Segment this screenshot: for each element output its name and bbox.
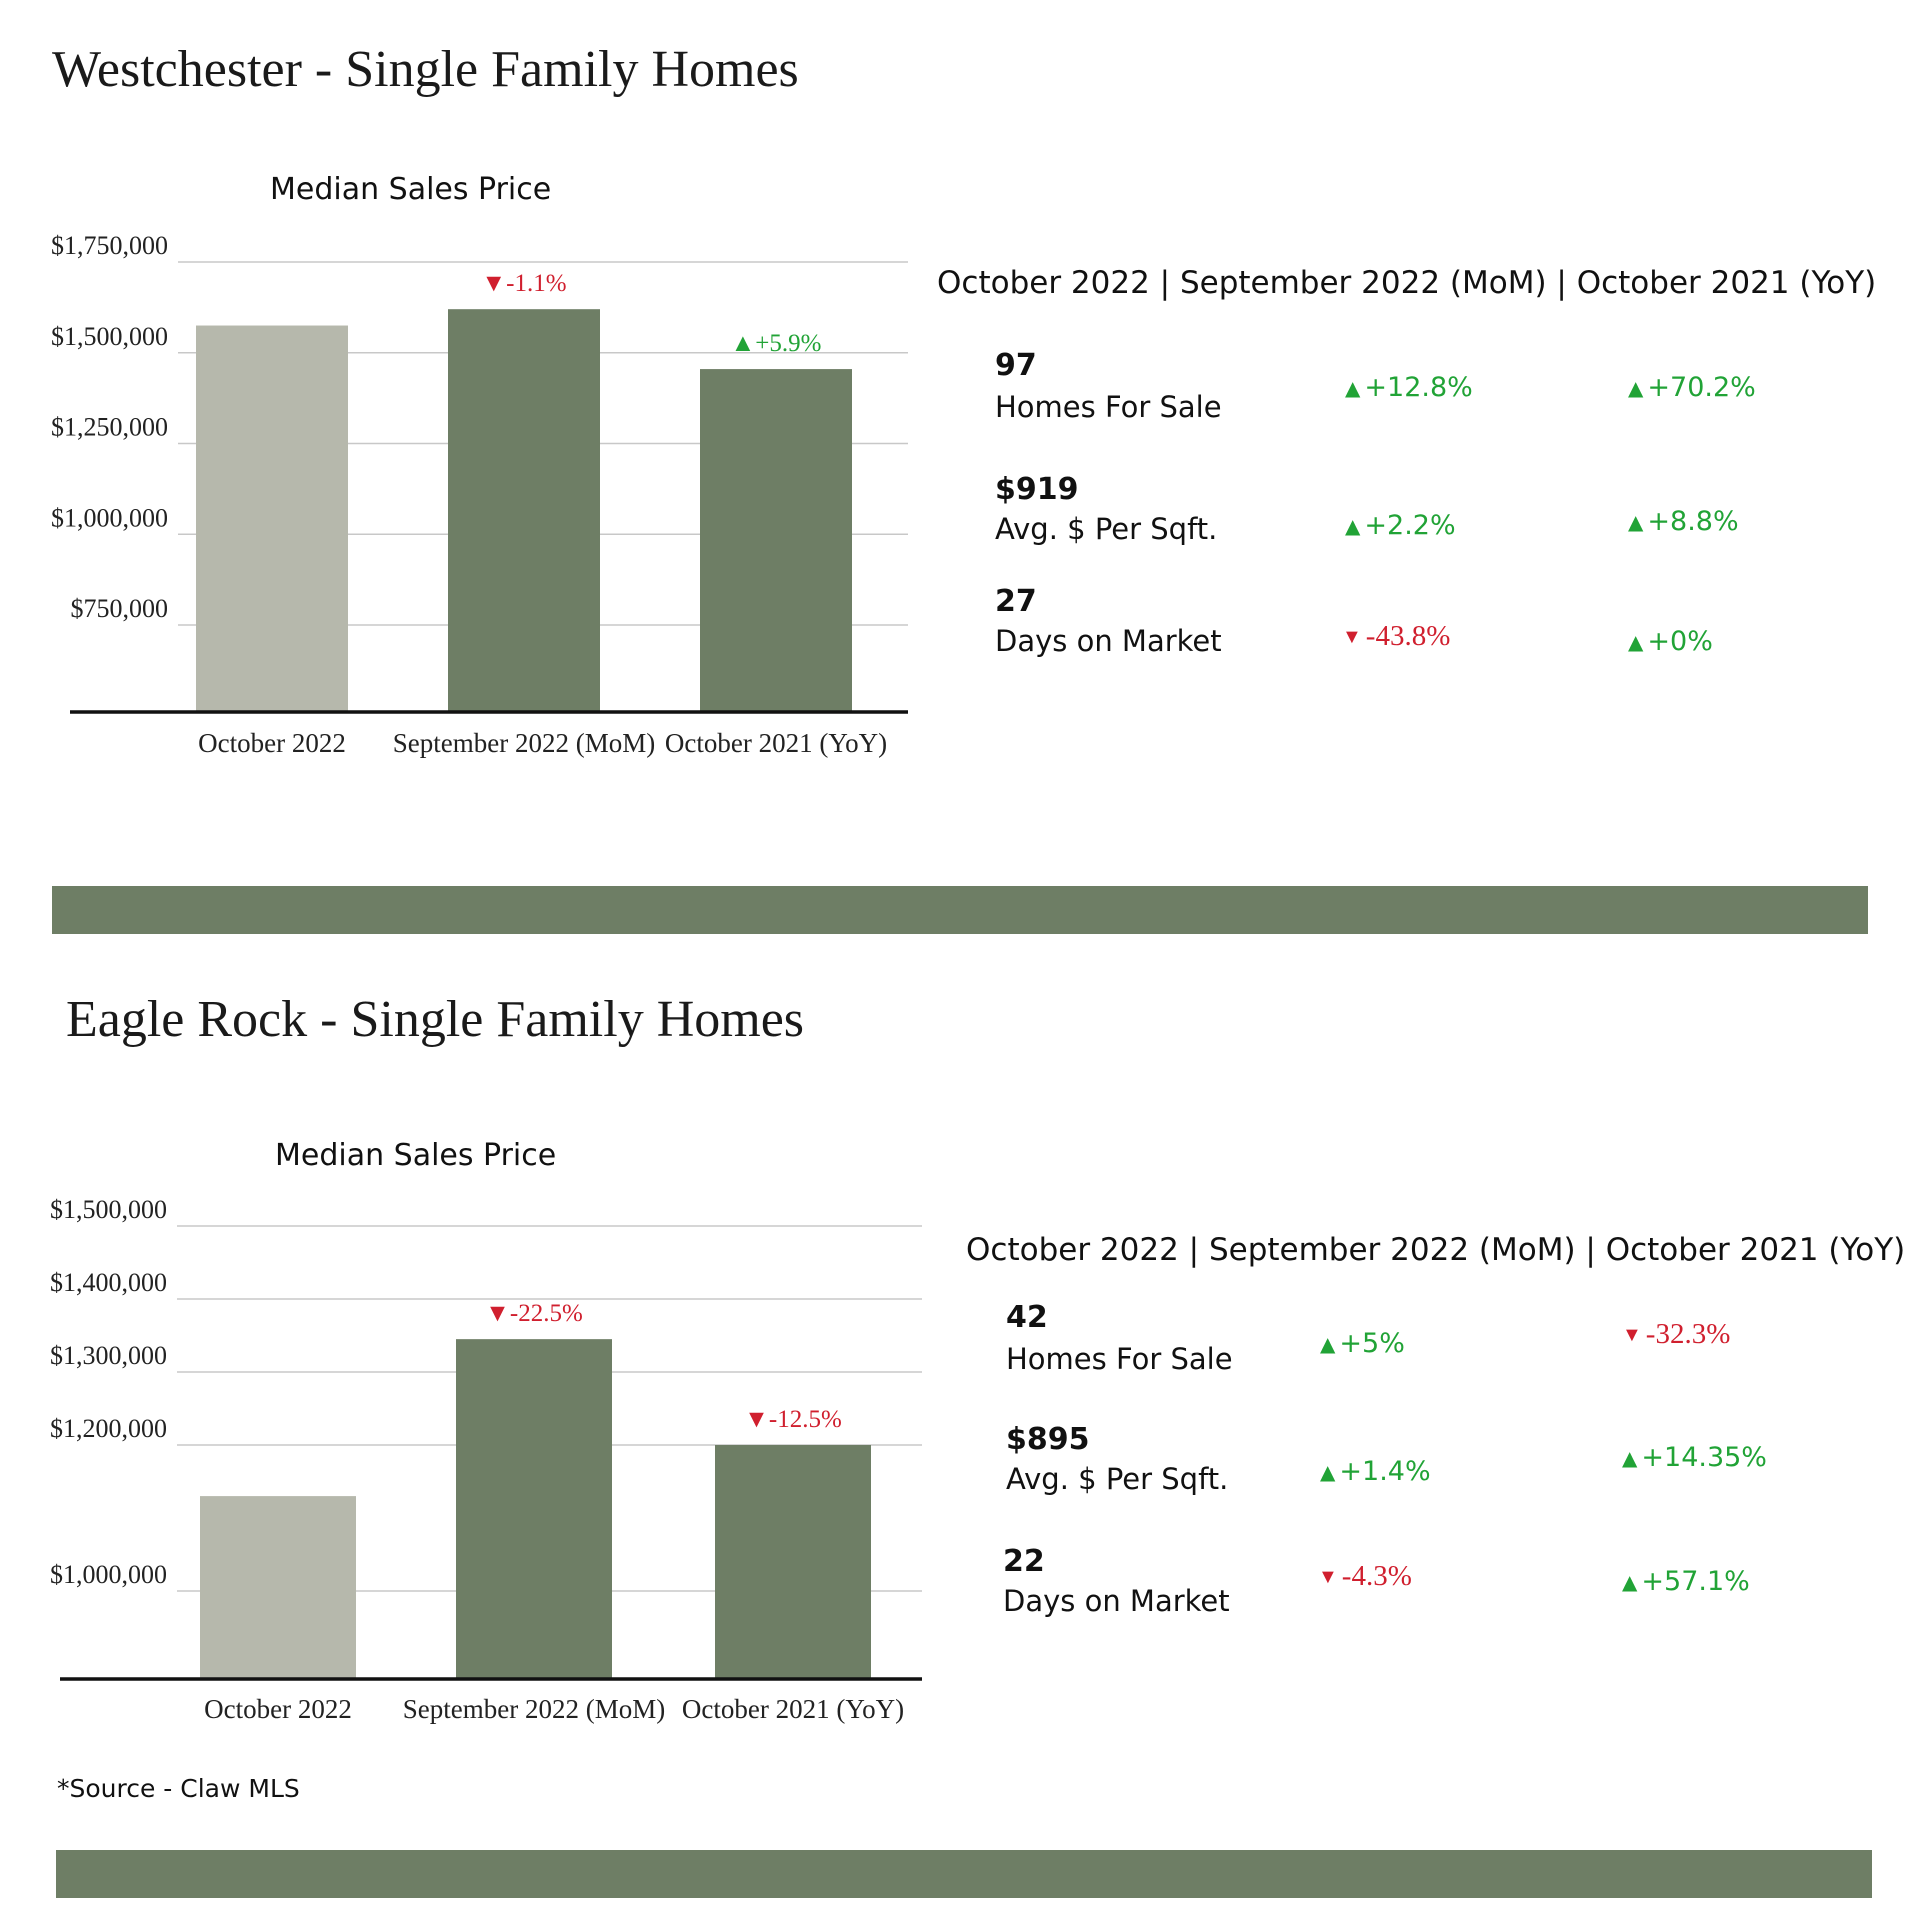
trend-arrow-icon: ▲ — [1622, 1445, 1638, 1470]
table-header: October 2022 | September 2022 (MoM) | Oc… — [966, 1232, 1906, 1268]
table-header: October 2022 | September 2022 (MoM) | Oc… — [937, 265, 1877, 301]
trend-arrow-icon: ▲ — [1628, 375, 1644, 400]
x-tick-label: October 2021 (YoY) — [682, 1694, 904, 1724]
metric-label-homes-for-sale: Homes For Sale — [995, 390, 1222, 424]
trend-arrow-icon: ▲ — [1320, 1331, 1336, 1356]
mom-change: ▲ +1.4% — [1320, 1456, 1431, 1487]
bar — [456, 1339, 612, 1679]
change-value: +2.2% — [1364, 510, 1456, 541]
metric-value-price-per-sqft: $895 — [1006, 1422, 1090, 1457]
section-title: Eagle Rock - Single Family Homes — [66, 991, 805, 1048]
y-tick-label: $1,000,000 — [51, 503, 168, 532]
trend-arrow-icon: ▲ — [1628, 629, 1644, 654]
y-tick-label: $1,200,000 — [50, 1414, 167, 1443]
trend-arrow-icon: ▼ — [1622, 1323, 1642, 1346]
y-tick-label: $1,500,000 — [50, 1195, 167, 1224]
x-tick-label: October 2021 (YoY) — [665, 728, 887, 758]
change-value: -4.3% — [1341, 1560, 1412, 1592]
y-tick-label: $1,300,000 — [50, 1341, 167, 1370]
change-value: +12.8% — [1364, 372, 1473, 403]
data-label: ▲+5.9% — [731, 330, 822, 357]
section-divider — [56, 1850, 1872, 1898]
mom-change: ▲ +5% — [1320, 1328, 1405, 1359]
chart-title: Median Sales Price — [270, 172, 552, 207]
x-tick-label: October 2022 — [198, 728, 346, 758]
trend-arrow-icon: ▲ — [1345, 375, 1361, 400]
change-value: +1.4% — [1339, 1456, 1431, 1487]
metric-label-days-on-market: Days on Market — [1003, 1584, 1230, 1618]
y-tick-label: $1,750,000 — [51, 231, 168, 260]
yoy-change: ▲ +8.8% — [1628, 506, 1739, 537]
bar — [700, 369, 852, 712]
change-value: +70.2% — [1647, 372, 1756, 403]
change-value: +0% — [1647, 626, 1713, 657]
metric-label-price-per-sqft: Avg. $ Per Sqft. — [995, 512, 1218, 546]
yoy-change: ▲ +14.35% — [1622, 1442, 1767, 1473]
data-label: ▼-22.5% — [485, 1300, 583, 1327]
x-tick-label: October 2022 — [204, 1694, 352, 1724]
trend-arrow-icon: ▲ — [1320, 1459, 1336, 1484]
yoy-change: ▲ +70.2% — [1628, 372, 1756, 403]
yoy-change: ▲ +57.1% — [1622, 1566, 1750, 1597]
metric-value-homes-for-sale: 97 — [995, 348, 1037, 383]
metric-value-days-on-market: 22 — [1003, 1544, 1045, 1579]
trend-arrow-icon: ▲ — [1345, 513, 1361, 538]
metric-label-price-per-sqft: Avg. $ Per Sqft. — [1006, 1462, 1229, 1496]
y-tick-label: $1,250,000 — [51, 413, 168, 442]
y-tick-label: $1,000,000 — [50, 1560, 167, 1589]
bar — [200, 1496, 356, 1679]
chart-title: Median Sales Price — [275, 1138, 557, 1173]
mom-change: ▲ +12.8% — [1345, 372, 1473, 403]
bar — [196, 325, 348, 712]
yoy-change: ▲ +0% — [1628, 626, 1713, 657]
mom-change: ▼ -43.8% — [1342, 620, 1450, 653]
metric-value-homes-for-sale: 42 — [1006, 1300, 1048, 1335]
data-label: ▼-12.5% — [744, 1406, 842, 1433]
metric-value-days-on-market: 27 — [995, 584, 1037, 619]
change-value: +14.35% — [1641, 1442, 1767, 1473]
change-value: +8.8% — [1647, 506, 1739, 537]
metric-label-homes-for-sale: Homes For Sale — [1006, 1342, 1233, 1376]
change-value: -43.8% — [1365, 620, 1451, 652]
section-divider — [52, 886, 1868, 934]
trend-arrow-icon: ▼ — [1342, 625, 1362, 648]
bar — [448, 309, 600, 712]
data-label: ▼-1.1% — [481, 270, 566, 297]
trend-arrow-icon: ▼ — [1318, 1565, 1338, 1588]
change-value: +57.1% — [1641, 1566, 1750, 1597]
x-tick-label: September 2022 (MoM) — [403, 1694, 665, 1724]
y-tick-label: $750,000 — [71, 594, 169, 623]
change-value: +5% — [1339, 1328, 1405, 1359]
x-tick-label: September 2022 (MoM) — [393, 728, 655, 758]
yoy-change: ▼ -32.3% — [1622, 1318, 1730, 1351]
mom-change: ▲ +2.2% — [1345, 510, 1456, 541]
y-tick-label: $1,500,000 — [51, 322, 168, 351]
source-note: *Source - Claw MLS — [57, 1774, 300, 1803]
metric-label-days-on-market: Days on Market — [995, 624, 1222, 658]
bar — [715, 1445, 871, 1679]
y-tick-label: $1,400,000 — [50, 1268, 167, 1297]
change-value: -32.3% — [1645, 1318, 1731, 1350]
section-title: Westchester - Single Family Homes — [52, 41, 799, 98]
trend-arrow-icon: ▲ — [1628, 509, 1644, 534]
mom-change: ▼ -4.3% — [1318, 1560, 1412, 1593]
trend-arrow-icon: ▲ — [1622, 1569, 1638, 1594]
metric-value-price-per-sqft: $919 — [995, 472, 1079, 507]
